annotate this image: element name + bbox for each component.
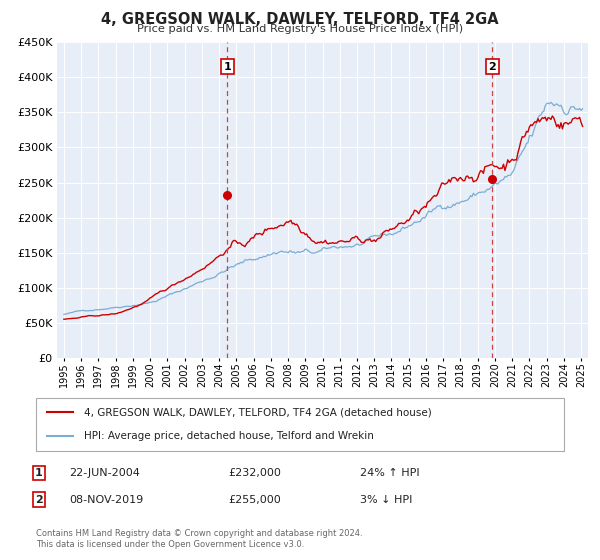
Text: 1: 1 (223, 62, 231, 72)
Text: 2: 2 (35, 494, 43, 505)
Text: Contains HM Land Registry data © Crown copyright and database right 2024.
This d: Contains HM Land Registry data © Crown c… (36, 529, 362, 549)
Text: HPI: Average price, detached house, Telford and Wrekin: HPI: Average price, detached house, Telf… (83, 431, 373, 441)
Text: 1: 1 (35, 468, 43, 478)
Text: 2: 2 (488, 62, 496, 72)
Text: 08-NOV-2019: 08-NOV-2019 (69, 494, 143, 505)
Text: 3% ↓ HPI: 3% ↓ HPI (360, 494, 412, 505)
Text: 4, GREGSON WALK, DAWLEY, TELFORD, TF4 2GA (detached house): 4, GREGSON WALK, DAWLEY, TELFORD, TF4 2G… (83, 408, 431, 418)
Text: £232,000: £232,000 (228, 468, 281, 478)
Text: 22-JUN-2004: 22-JUN-2004 (69, 468, 140, 478)
Text: £255,000: £255,000 (228, 494, 281, 505)
Text: Price paid vs. HM Land Registry's House Price Index (HPI): Price paid vs. HM Land Registry's House … (137, 24, 463, 34)
FancyBboxPatch shape (36, 398, 564, 451)
Text: 24% ↑ HPI: 24% ↑ HPI (360, 468, 419, 478)
Text: 4, GREGSON WALK, DAWLEY, TELFORD, TF4 2GA: 4, GREGSON WALK, DAWLEY, TELFORD, TF4 2G… (101, 12, 499, 27)
